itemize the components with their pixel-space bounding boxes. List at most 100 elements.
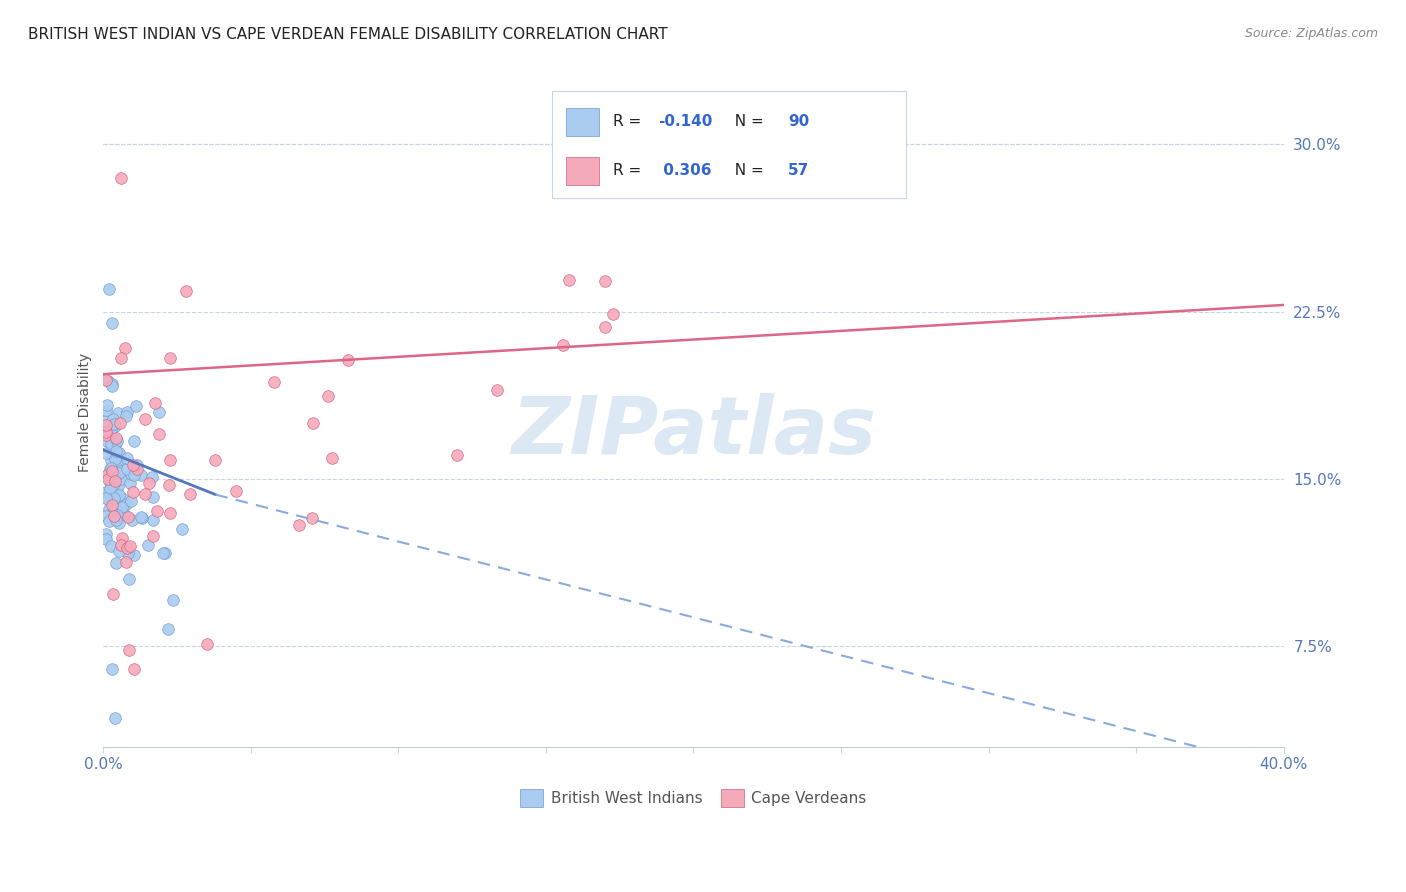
Point [96, 491, 118, 506]
Point [141, 470, 163, 484]
Point [110, 351, 132, 366]
Point [118, 476, 141, 491]
Point [124, 434, 146, 448]
Point [97, 514, 120, 528]
Point [101, 378, 124, 392]
Point [96, 446, 118, 460]
Point [121, 485, 143, 500]
Point [156, 622, 179, 636]
Point [104, 499, 127, 513]
Point [101, 464, 124, 478]
Point [98, 475, 121, 489]
Point [101, 662, 124, 676]
Point [96, 434, 118, 448]
Point [115, 409, 138, 423]
Point [602, 307, 624, 321]
Point [105, 460, 128, 475]
Point [593, 320, 616, 334]
Point [105, 556, 128, 570]
Point [117, 547, 139, 561]
Point [104, 512, 127, 526]
Point [110, 170, 132, 185]
Point [157, 478, 180, 492]
Point [103, 469, 125, 483]
Point [104, 470, 127, 484]
Point [105, 491, 128, 506]
Point [172, 522, 194, 536]
Point [159, 452, 181, 467]
Point [131, 510, 153, 524]
Point [321, 451, 343, 466]
Point [263, 375, 285, 389]
Point [120, 467, 142, 481]
Point [117, 541, 139, 555]
Point [179, 487, 201, 501]
Point [134, 411, 156, 425]
Point [145, 504, 167, 518]
Point [143, 396, 166, 410]
Point [176, 284, 198, 298]
Point [101, 505, 124, 519]
Point [98, 482, 121, 496]
Point [138, 538, 160, 552]
Point [125, 458, 148, 473]
Point [107, 466, 129, 480]
Point [118, 643, 141, 657]
Point [114, 497, 136, 511]
FancyBboxPatch shape [567, 157, 599, 185]
Point [593, 275, 616, 289]
Point [96, 467, 118, 482]
Point [101, 377, 124, 392]
Point [111, 532, 134, 546]
Point [111, 491, 134, 506]
Point [96, 414, 118, 428]
Text: R =: R = [613, 114, 647, 129]
Point [125, 399, 148, 413]
Point [302, 416, 325, 430]
Point [122, 662, 145, 676]
Point [100, 539, 122, 553]
Point [195, 637, 218, 651]
Point [96, 428, 118, 442]
Point [105, 436, 128, 450]
Point [115, 450, 138, 465]
Text: R =: R = [613, 163, 647, 178]
Point [105, 434, 128, 449]
Point [108, 453, 131, 467]
Point [100, 498, 122, 512]
Point [121, 458, 143, 472]
Point [103, 437, 125, 451]
Text: 0.306: 0.306 [658, 163, 711, 178]
Y-axis label: Female Disability: Female Disability [79, 352, 93, 472]
Point [104, 474, 127, 488]
Point [142, 513, 165, 527]
Point [96, 423, 118, 437]
Point [138, 475, 160, 490]
Point [336, 353, 359, 368]
FancyBboxPatch shape [567, 108, 599, 136]
Point [101, 478, 124, 492]
Text: N =: N = [725, 114, 769, 129]
Point [122, 467, 145, 482]
Point [558, 273, 581, 287]
Point [107, 479, 129, 493]
Point [120, 539, 142, 553]
Point [108, 417, 131, 431]
Point [148, 427, 170, 442]
Point [148, 405, 170, 419]
Point [122, 548, 145, 562]
Point [118, 572, 141, 586]
Text: ZIPatlas: ZIPatlas [510, 393, 876, 471]
Text: BRITISH WEST INDIAN VS CAPE VERDEAN FEMALE DISABILITY CORRELATION CHART: BRITISH WEST INDIAN VS CAPE VERDEAN FEMA… [28, 27, 668, 42]
Point [446, 448, 468, 462]
Point [101, 412, 124, 426]
Point [117, 510, 139, 524]
Point [155, 546, 177, 560]
Point [127, 462, 149, 476]
Point [96, 398, 118, 412]
Point [104, 711, 127, 725]
Point [104, 431, 127, 445]
Point [96, 373, 118, 387]
Point [115, 461, 138, 475]
Point [96, 402, 118, 417]
